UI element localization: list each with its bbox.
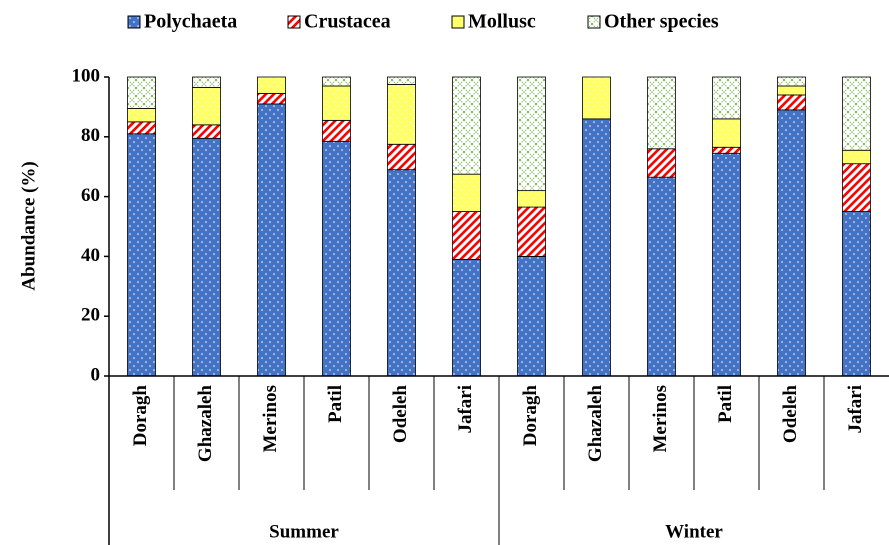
bar-segment	[387, 169, 416, 377]
bar-segment	[517, 76, 546, 192]
x-tick-label: Odeleh	[390, 385, 411, 443]
bar-segment	[127, 133, 156, 377]
x-tick-label: Jafari	[845, 385, 866, 434]
x-tick-label: Doragh	[520, 385, 541, 447]
bar-segment	[452, 173, 481, 212]
bar-segment	[192, 87, 221, 126]
x-tick-label: Patil	[325, 385, 346, 423]
bar-segment	[712, 152, 741, 377]
bar-segment	[842, 211, 871, 377]
bar-segment	[712, 146, 741, 154]
bar-segment	[192, 76, 221, 88]
bar-segment	[322, 140, 351, 377]
bar-segment	[452, 211, 481, 260]
bar-segment	[387, 143, 416, 171]
legend-swatch	[587, 15, 601, 29]
y-tick-label: 60	[81, 185, 100, 206]
y-tick-label: 100	[72, 65, 101, 86]
bar-segment	[842, 76, 871, 151]
bar-segment	[387, 84, 416, 145]
bar-segment	[777, 109, 806, 377]
bar-segment	[452, 258, 481, 377]
y-axis-label: Abundance (%)	[18, 161, 39, 290]
bar-segment	[322, 76, 351, 87]
bar-segment	[647, 76, 676, 150]
x-tick-label: Merinos	[260, 385, 281, 453]
legend-label: Polychaeta	[144, 11, 237, 33]
bar-segment	[582, 118, 611, 377]
x-tick-label: Jafari	[455, 385, 476, 434]
bar-segment	[647, 176, 676, 377]
y-tick-label: 40	[81, 245, 100, 266]
bar-segment	[842, 163, 871, 212]
legend-label: Mollusc	[468, 11, 536, 33]
bar-segment	[127, 121, 156, 135]
legend-swatch	[127, 15, 141, 29]
x-tick-label: Merinos	[650, 385, 671, 453]
bar-segment	[322, 119, 351, 142]
bar-segment	[127, 107, 156, 123]
bar-segment	[777, 94, 806, 111]
bar-segment	[387, 76, 416, 85]
bar-segment	[647, 148, 676, 178]
x-tick-label: Patil	[715, 385, 736, 423]
bar-segment	[517, 190, 546, 208]
bar-segment	[257, 93, 286, 105]
y-tick-label: 80	[81, 125, 100, 146]
group-label: Winter	[665, 521, 723, 542]
bar-segment	[257, 76, 286, 94]
bar-segment	[192, 124, 221, 139]
bar-segment	[777, 76, 806, 87]
bar-segment	[517, 255, 546, 377]
x-tick-label: Doragh	[130, 385, 151, 447]
legend-swatch	[451, 15, 465, 29]
x-tick-label: Ghazaleh	[195, 385, 216, 462]
legend-label: Other species	[604, 11, 719, 33]
bar-segment	[127, 76, 156, 109]
bar-segment	[777, 85, 806, 96]
bar-segment	[712, 76, 741, 120]
legend-label: Crustacea	[304, 11, 391, 33]
x-tick-label: Ghazaleh	[585, 385, 606, 462]
bar-segment	[452, 76, 481, 175]
bar-segment	[712, 118, 741, 148]
y-tick-label: 0	[91, 364, 101, 385]
y-tick-label: 20	[81, 305, 100, 326]
bar-segment	[322, 85, 351, 121]
x-tick-label: Odeleh	[780, 385, 801, 443]
bar-segment	[192, 137, 221, 377]
group-label: Summer	[269, 521, 339, 542]
bar-segment	[582, 76, 611, 120]
bar-segment	[842, 149, 871, 165]
bar-segment	[517, 206, 546, 257]
legend-swatch	[287, 15, 301, 29]
bar-segment	[257, 103, 286, 377]
